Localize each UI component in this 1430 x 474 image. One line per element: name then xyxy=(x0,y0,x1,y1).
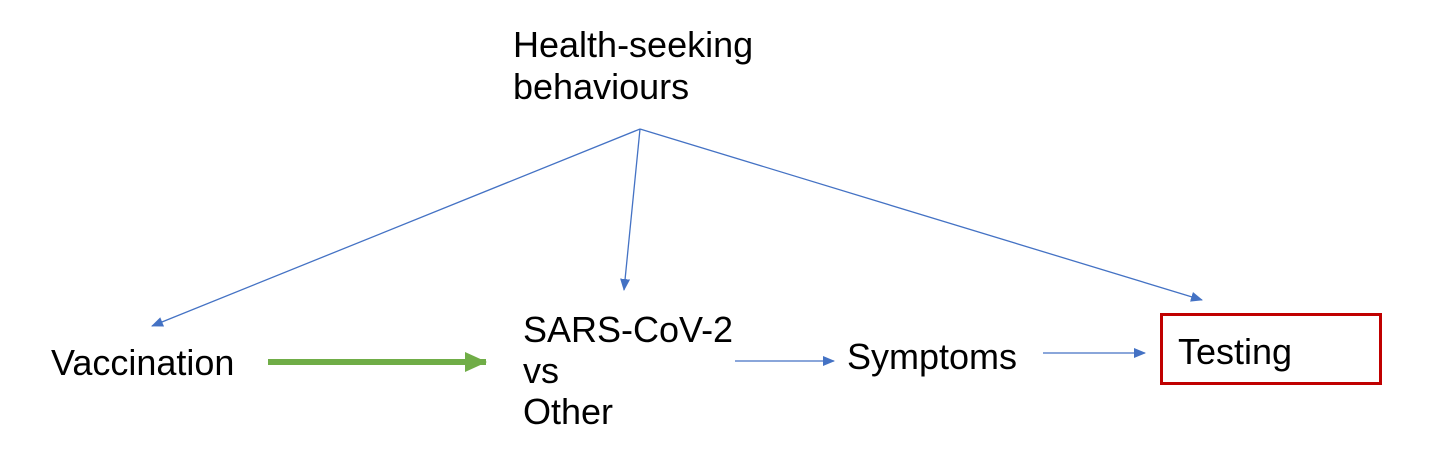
node-health-line2: behaviours xyxy=(513,66,690,107)
node-sars-line3: Other xyxy=(523,391,614,432)
node-sars-line1: SARS-CoV-2 xyxy=(523,309,734,350)
node-vaccination-label: Vaccination xyxy=(51,342,235,383)
node-symptoms: Symptoms xyxy=(847,337,1017,377)
edge-health-to-vaccination xyxy=(151,128,641,327)
node-testing-box: Testing xyxy=(1160,313,1382,385)
node-vaccination: Vaccination xyxy=(51,343,234,383)
edge-health-to-sars xyxy=(620,128,641,291)
node-health-seeking-behaviours: Health-seeking behaviours xyxy=(513,24,753,108)
edge-health-to-testing xyxy=(639,128,1203,302)
node-sars-line2: vs xyxy=(523,350,559,391)
node-testing-label: Testing xyxy=(1178,331,1293,372)
node-health-line1: Health-seeking xyxy=(513,24,754,65)
node-symptoms-label: Symptoms xyxy=(847,336,1018,377)
node-sars-cov-2-vs-other: SARS-CoV-2 vs Other xyxy=(523,309,733,432)
